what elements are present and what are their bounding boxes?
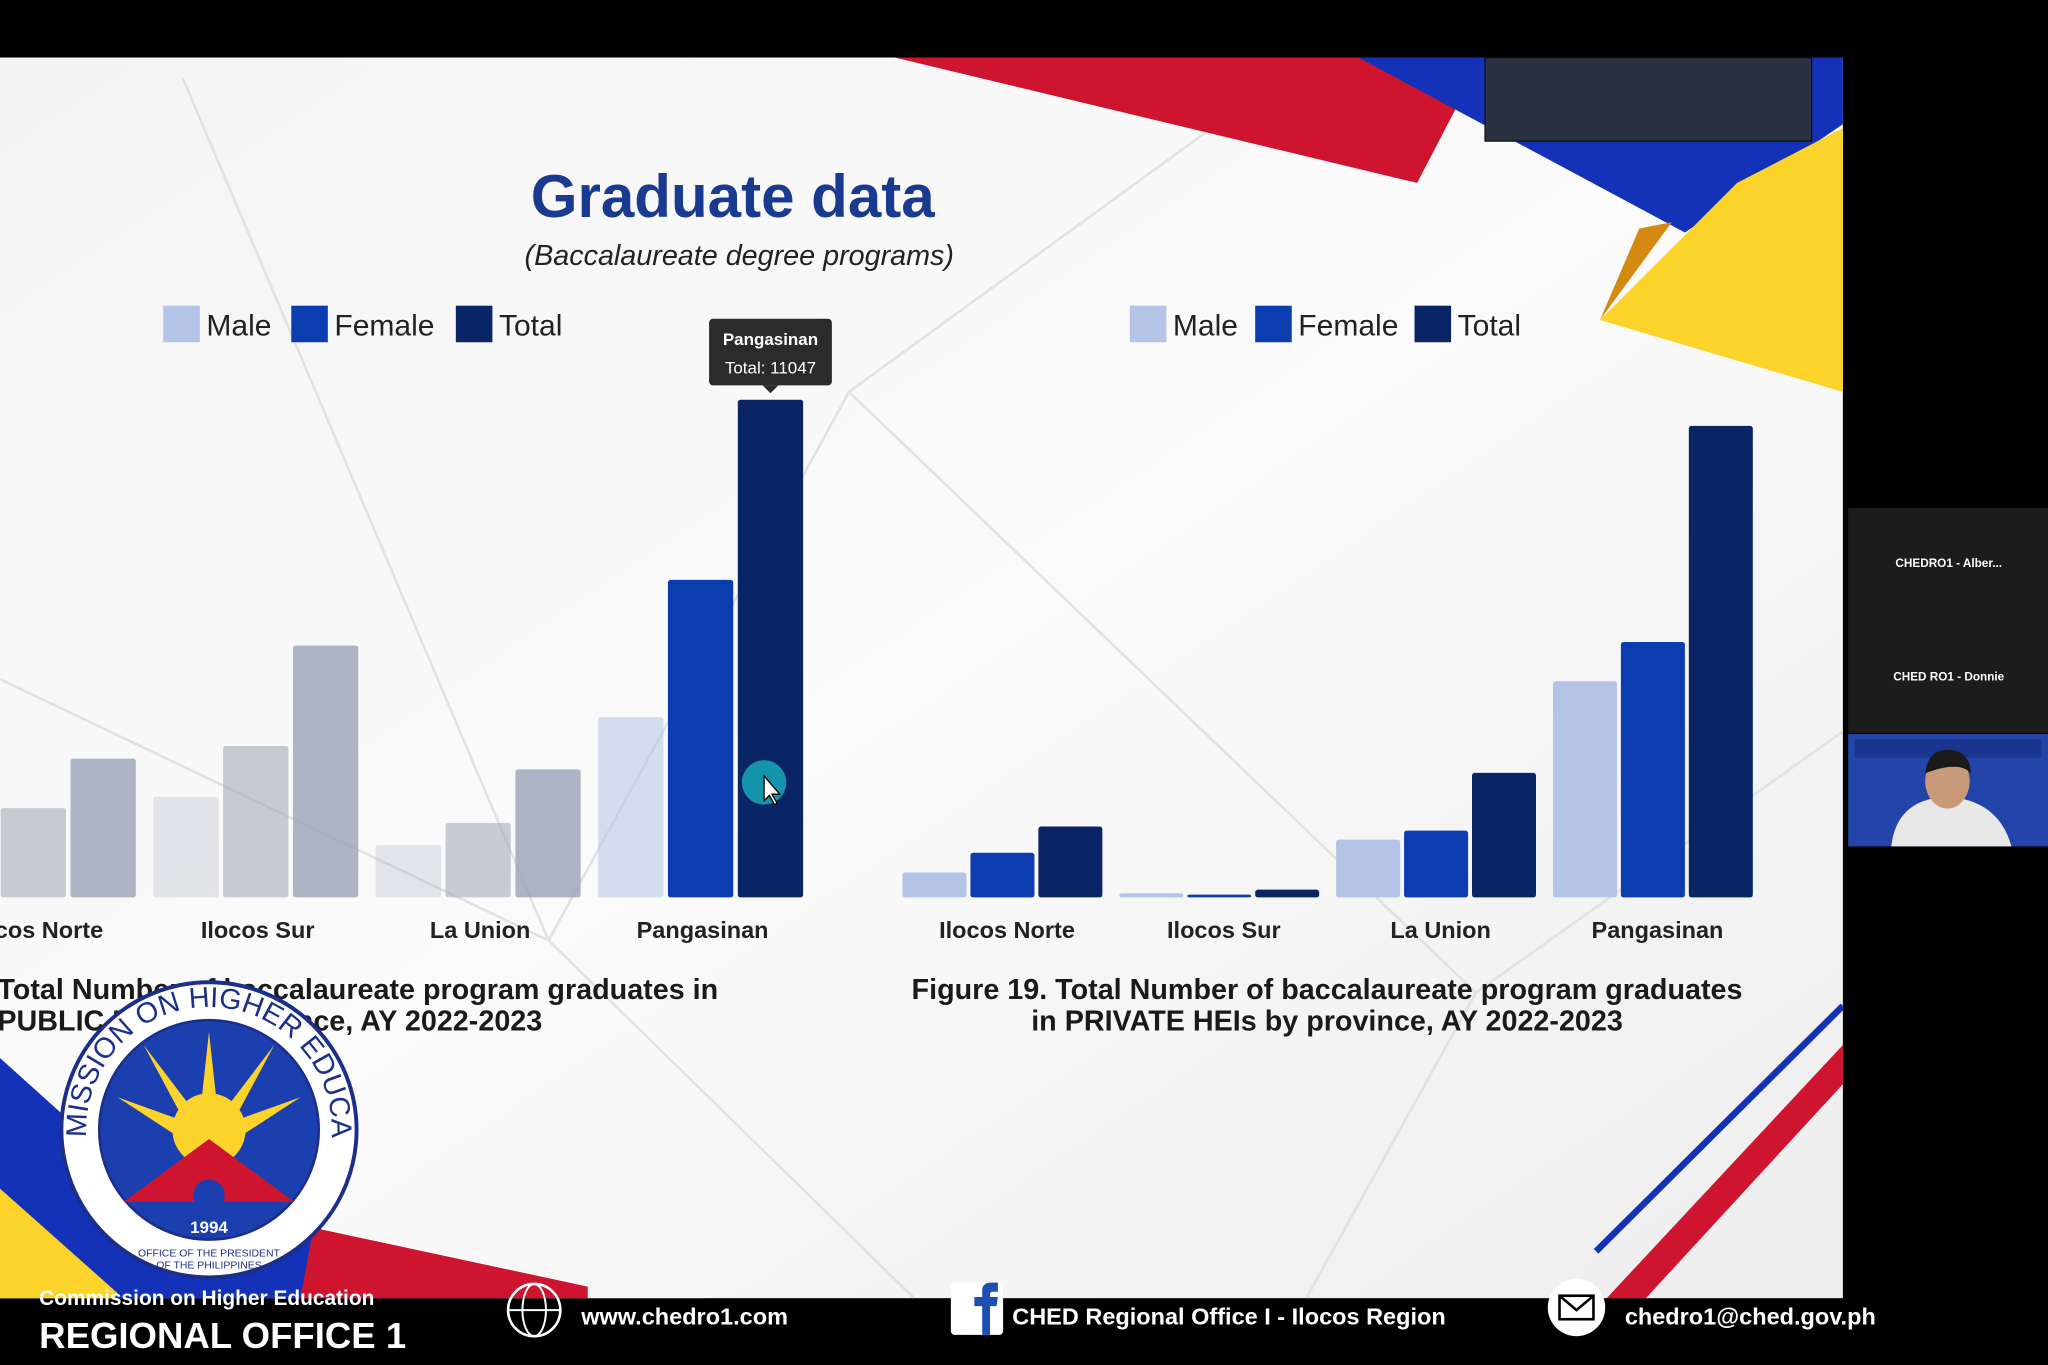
cursor-arrow bbox=[763, 774, 782, 806]
legend-swatch bbox=[1414, 305, 1452, 343]
participant-name: CHED RO1 - Donnie bbox=[1893, 671, 2004, 684]
bar bbox=[292, 645, 359, 898]
logo-dot bbox=[193, 1179, 225, 1211]
footer-org: Commission on Higher Education bbox=[39, 1287, 374, 1310]
bar bbox=[598, 717, 664, 898]
x-tick-label: Pangasinan bbox=[637, 917, 769, 943]
x-tick-label: Ilocos Sur bbox=[201, 917, 315, 943]
bar bbox=[1404, 830, 1469, 898]
bar bbox=[1255, 889, 1320, 898]
bar bbox=[737, 399, 804, 898]
footer-email: chedro1@ched.gov.ph bbox=[1625, 1303, 1876, 1329]
legend-label: Female bbox=[1298, 310, 1398, 343]
bar bbox=[1187, 894, 1252, 898]
tooltip-arrow bbox=[762, 385, 779, 394]
footer: Commission on Higher Education REGIONAL … bbox=[39, 1278, 2048, 1358]
bar bbox=[1119, 893, 1184, 898]
cursor bbox=[741, 760, 787, 806]
deco-red bbox=[894, 57, 1483, 183]
legend-label: Male bbox=[206, 310, 271, 343]
logo-sun bbox=[117, 1031, 301, 1167]
bar bbox=[515, 769, 581, 898]
bar bbox=[1038, 826, 1103, 898]
bar bbox=[1472, 772, 1536, 898]
deco-red-3 bbox=[300, 1227, 588, 1299]
tooltip-title: Pangasinan bbox=[723, 330, 818, 349]
deco-yellow bbox=[1600, 128, 1843, 392]
logo-bottom-1: OFFICE OF THE PRESIDENT bbox=[138, 1249, 281, 1260]
figure-caption: Total Number of baccalaureate program gr… bbox=[0, 974, 718, 1006]
mail-icon bbox=[1547, 1278, 1606, 1337]
bar bbox=[375, 845, 441, 898]
deco-line bbox=[1593, 1003, 1843, 1254]
participant-name: CHEDRO1 - Alber... bbox=[1895, 557, 2002, 570]
slide-title: Graduate data bbox=[531, 163, 936, 230]
legend-label: Male bbox=[1173, 310, 1238, 343]
logo-year: 1994 bbox=[190, 1218, 228, 1237]
slide: Graduate data (Baccalaureate degree prog… bbox=[0, 57, 1843, 1299]
slide-subtitle: (Baccalaureate degree programs) bbox=[525, 240, 954, 272]
bar bbox=[1620, 641, 1685, 898]
bar bbox=[445, 823, 511, 898]
bar bbox=[223, 745, 289, 898]
bar bbox=[1688, 425, 1753, 898]
deco-yellow-2 bbox=[0, 1188, 118, 1299]
fb-f bbox=[974, 1282, 998, 1335]
bar bbox=[970, 852, 1035, 898]
figure-caption: Figure 19. Total Number of baccalaureate… bbox=[912, 974, 1743, 1006]
x-tick-label: La Union bbox=[430, 917, 531, 943]
bar bbox=[902, 872, 967, 898]
legend-swatch bbox=[1255, 305, 1292, 343]
charts: Male Female Total Ilocos Norte Ilocos Sur La … bbox=[0, 305, 1753, 1038]
bar bbox=[667, 579, 734, 898]
logo-bottom-2: OF THE PHILIPPINES bbox=[156, 1260, 261, 1271]
footer-office: REGIONAL OFFICE 1 bbox=[39, 1315, 406, 1356]
person-body bbox=[1891, 796, 2012, 847]
x-tick-label: Ilocos Norte bbox=[0, 917, 103, 943]
logo-mountain bbox=[124, 1138, 294, 1202]
bar bbox=[0, 808, 66, 898]
tooltip-label: Total: 11047 bbox=[725, 359, 816, 378]
footer-bar bbox=[705, 1298, 2048, 1358]
legend-swatch bbox=[1129, 305, 1167, 343]
legend-label: Female bbox=[334, 310, 434, 343]
mail-env bbox=[1558, 1294, 1595, 1321]
footer-facebook: CHED Regional Office I - Ilocos Region bbox=[1012, 1303, 1446, 1329]
participant-tiles bbox=[1848, 508, 2048, 733]
bar bbox=[1336, 839, 1401, 898]
x-tick-label: Pangasinan bbox=[1592, 917, 1724, 943]
participants: CHEDRO1 - Alber... CHED RO1 - Donnie bbox=[1848, 508, 2048, 847]
x-tick-label: La Union bbox=[1390, 917, 1491, 943]
person-hair bbox=[1925, 749, 1971, 774]
x-tick-label: Ilocos Norte bbox=[939, 917, 1075, 943]
bar bbox=[70, 758, 136, 898]
video-overlay bbox=[1484, 57, 1813, 142]
legend-label: Total bbox=[499, 310, 562, 343]
legend-label: Total bbox=[1458, 310, 1521, 343]
mail-flap bbox=[1558, 1294, 1595, 1312]
footer-website: www.chedro1.com bbox=[580, 1303, 788, 1329]
x-tick-label: Ilocos Sur bbox=[1167, 917, 1281, 943]
bar bbox=[153, 796, 219, 898]
legend-swatch bbox=[291, 305, 328, 343]
figure-caption: in PRIVATE HEIs by province, AY 2022-202… bbox=[1031, 1006, 1623, 1038]
tooltip-box bbox=[709, 318, 832, 386]
video-banner bbox=[1854, 739, 2042, 758]
legend-swatch bbox=[163, 305, 200, 343]
bar bbox=[1552, 681, 1617, 898]
legend-swatch bbox=[455, 305, 493, 343]
